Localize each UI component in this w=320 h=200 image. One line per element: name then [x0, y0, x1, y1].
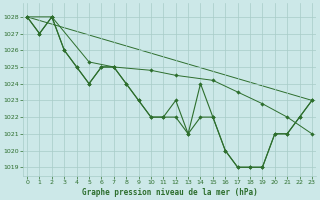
X-axis label: Graphe pression niveau de la mer (hPa): Graphe pression niveau de la mer (hPa): [82, 188, 257, 197]
